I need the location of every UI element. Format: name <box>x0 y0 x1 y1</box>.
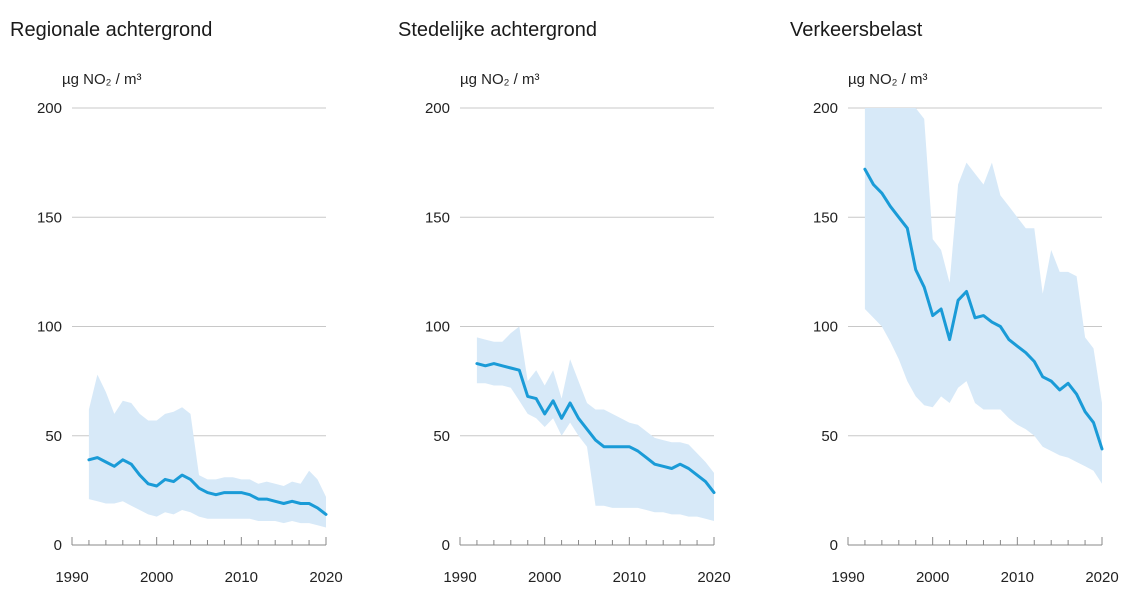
x-tick-label-2010: 2010 <box>225 569 258 586</box>
series-line <box>475 362 716 495</box>
range-band <box>476 326 714 521</box>
y-tick-label-200: 200 <box>425 100 450 117</box>
y-tick-label-150: 150 <box>37 209 62 226</box>
x-tick-label-1990: 1990 <box>55 569 88 586</box>
x-tick-label-2010: 2010 <box>613 569 646 586</box>
y-axis-unit-label: µg NO₂ / m³ <box>848 71 927 88</box>
chart-title: Verkeersbelast <box>790 19 923 41</box>
y-tick-label-200: 200 <box>37 100 62 117</box>
y-tick-label-150: 150 <box>813 209 838 226</box>
chart-panel-3: Verkeersbelast µg NO₂ / m³ 0 50 100 150 200 199… <box>790 19 1119 586</box>
x-tick-label-2020: 2020 <box>1085 569 1118 586</box>
x-tick-label-2010: 2010 <box>1001 569 1034 586</box>
x-tick-label-1990: 1990 <box>443 569 476 586</box>
y-tick-label-150: 150 <box>425 209 450 226</box>
x-tick-label-2000: 2000 <box>528 569 561 586</box>
range-band <box>864 108 1102 484</box>
x-tick-label-2020: 2020 <box>697 569 730 586</box>
x-tick-label-2020: 2020 <box>309 569 342 586</box>
chart-title: Stedelijke achtergrond <box>398 19 597 41</box>
series-line <box>87 456 328 516</box>
x-tick-label-2000: 2000 <box>140 569 173 586</box>
y-tick-label-100: 100 <box>425 319 450 336</box>
y-tick-label-50: 50 <box>821 428 838 445</box>
chart-panel-1: Regionale achtergrond µg NO₂ / m³ 0 50 100 15… <box>10 19 343 586</box>
series-line <box>863 167 1104 451</box>
x-tick-label-1990: 1990 <box>831 569 864 586</box>
y-tick-label-0: 0 <box>442 537 450 554</box>
y-tick-label-100: 100 <box>813 319 838 336</box>
range-band <box>88 374 327 528</box>
y-tick-label-0: 0 <box>54 537 62 554</box>
chart-panel-2: Stedelijke achtergrond µg NO₂ / m³ 0 50 100 1… <box>398 19 731 586</box>
y-tick-label-50: 50 <box>433 428 450 445</box>
chart-title: Regionale achtergrond <box>10 19 212 41</box>
y-tick-label-200: 200 <box>813 100 838 117</box>
x-tick-label-2000: 2000 <box>916 569 949 586</box>
y-axis-unit-label: µg NO₂ / m³ <box>62 71 141 88</box>
y-axis-unit-label: µg NO₂ / m³ <box>460 71 539 88</box>
y-tick-label-100: 100 <box>37 319 62 336</box>
y-tick-label-0: 0 <box>830 537 838 554</box>
y-tick-label-50: 50 <box>45 428 62 445</box>
